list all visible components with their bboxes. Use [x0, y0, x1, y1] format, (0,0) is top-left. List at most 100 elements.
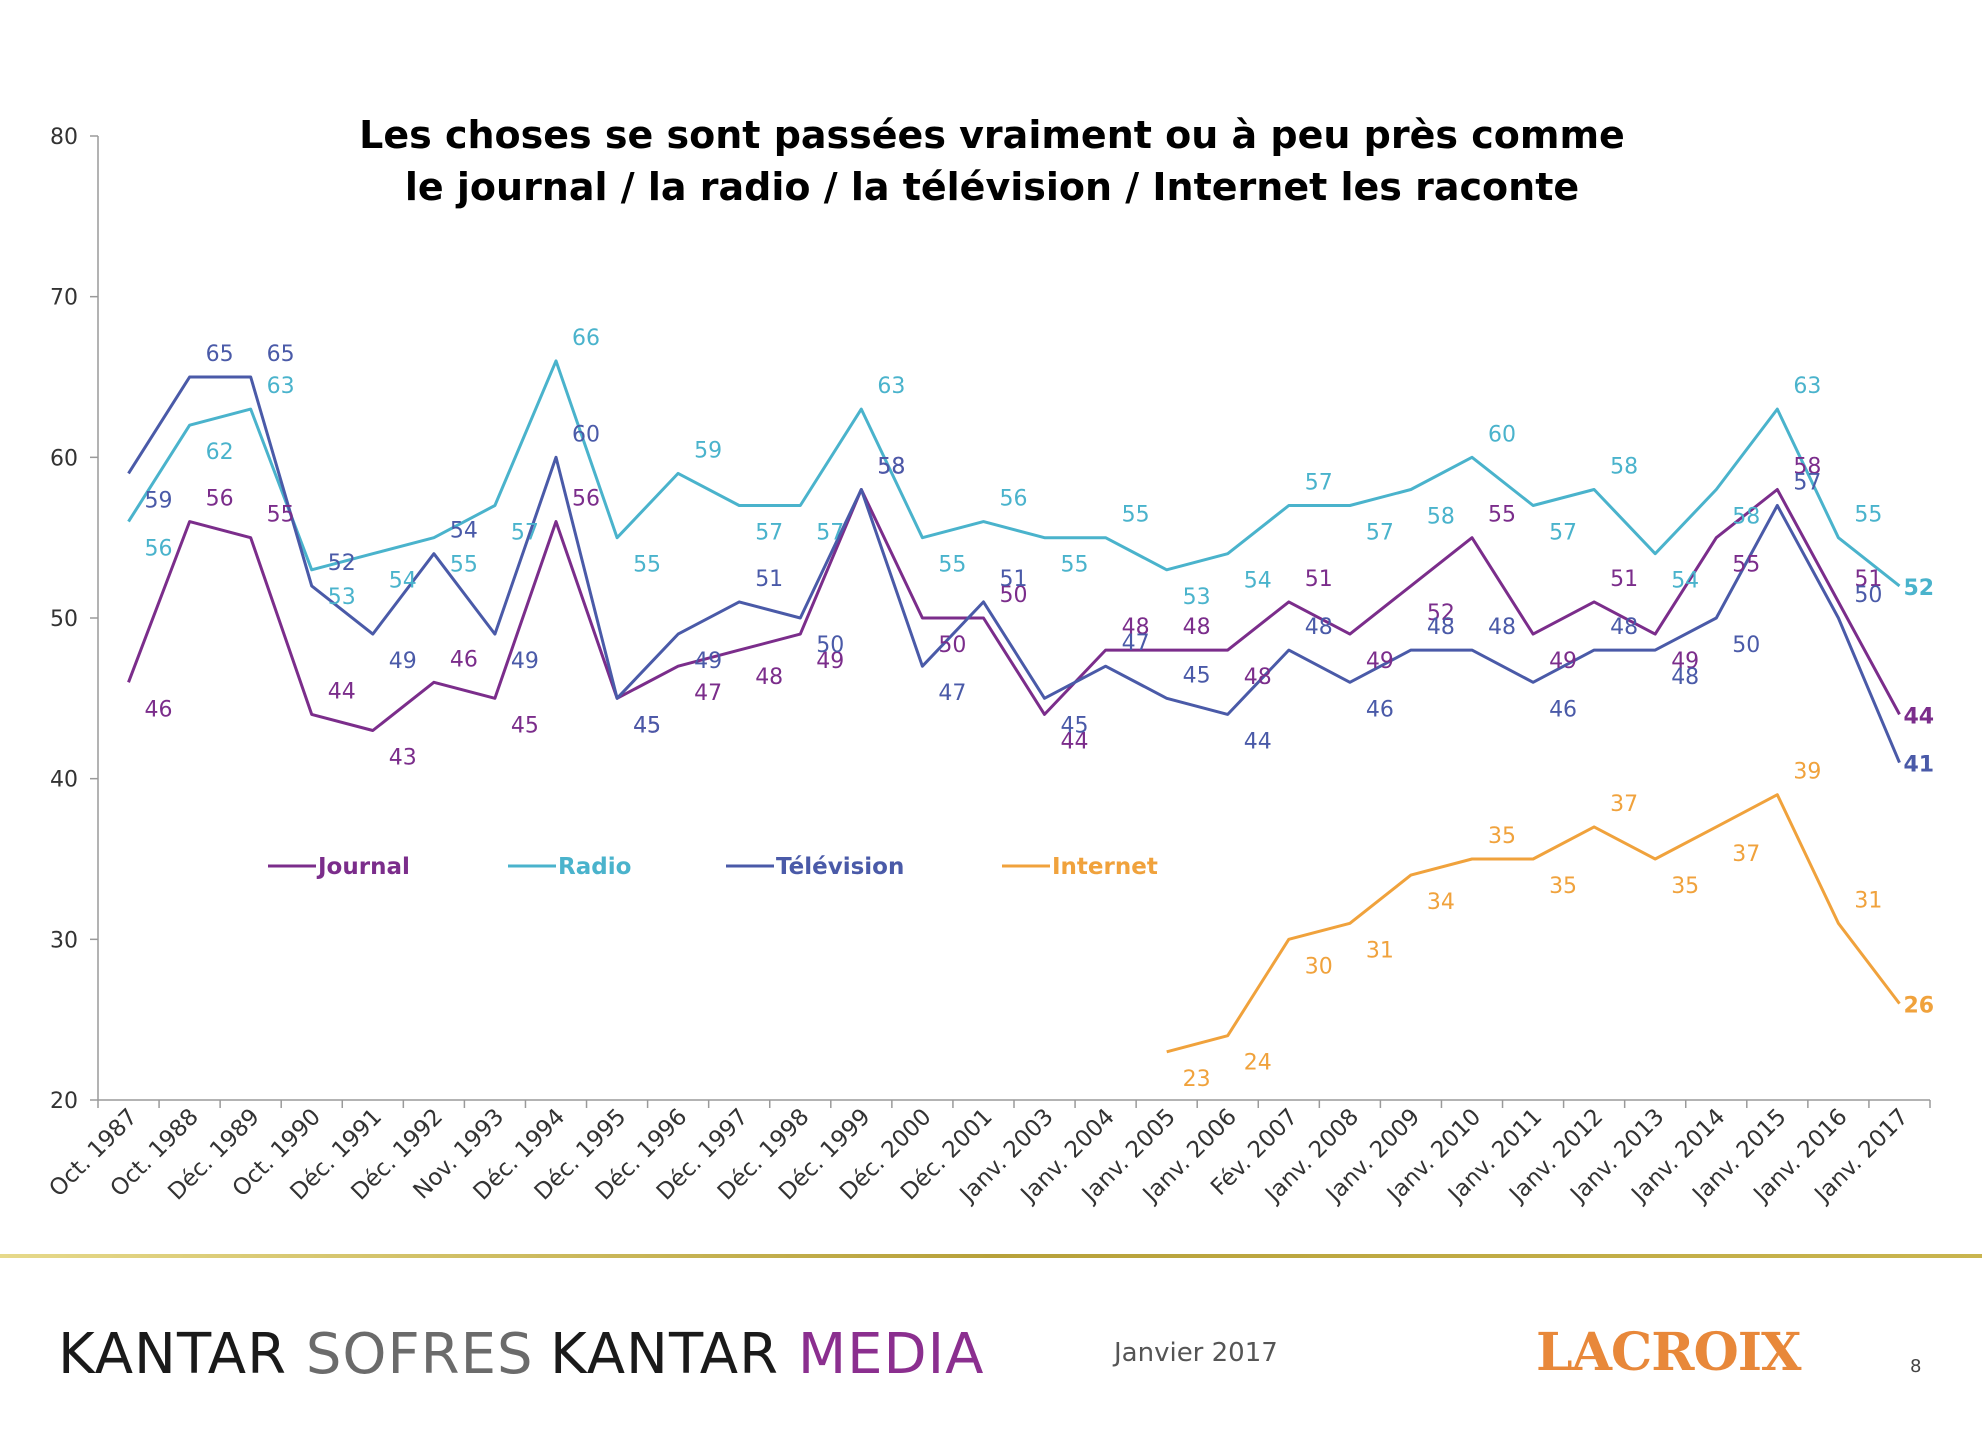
data-label-télévision: 46 — [1366, 697, 1394, 722]
data-label-journal: 49 — [1671, 649, 1699, 674]
kantar-media-logo: KANTAR MEDIA — [550, 1322, 985, 1387]
data-label-télévision: 54 — [450, 519, 478, 544]
data-label-radio: 53 — [1183, 585, 1211, 610]
data-label-radio: 55 — [633, 553, 661, 578]
data-label-télévision: 51 — [999, 567, 1027, 592]
data-label-journal: 48 — [1183, 615, 1211, 640]
legend-label-radio: Radio — [558, 854, 631, 880]
page-number: 8 — [1910, 1356, 1922, 1377]
data-label-journal: 48 — [755, 665, 783, 690]
data-label-internet: 31 — [1366, 938, 1394, 963]
data-label-internet: 39 — [1793, 760, 1821, 785]
series-line-télévision — [127, 375, 1901, 764]
data-label-radio: 57 — [1549, 521, 1577, 546]
data-label-journal: 51 — [1305, 567, 1333, 592]
data-label-radio: 57 — [511, 521, 539, 546]
data-label-internet: 35 — [1549, 874, 1577, 899]
data-label-télévision: 48 — [1610, 615, 1638, 640]
y-tick-label: 70 — [50, 286, 78, 311]
data-label-télévision: 47 — [938, 681, 966, 706]
line-chart: Les choses se sont passées vraiment ou à… — [45, 113, 1935, 1209]
data-label-radio: 59 — [694, 438, 722, 463]
data-label-radio: 63 — [267, 374, 295, 399]
data-label-radio: 53 — [328, 585, 356, 610]
data-label-télévision: 51 — [755, 567, 783, 592]
chart-title-line-2: le journal / la radio / la télévision / … — [405, 165, 1579, 209]
chart-legend: Journal Radio Télévision Internet — [268, 854, 1158, 880]
data-label-radio: 54 — [1244, 569, 1272, 594]
kantar-sofres-logo: KANTAR SOFRES — [58, 1322, 534, 1387]
data-label-radio: 55 — [450, 553, 478, 578]
data-label-journal: 49 — [1366, 649, 1394, 674]
data-label-journal: 58 — [1793, 454, 1821, 479]
chart-title-line-1: Les choses se sont passées vraiment ou à… — [359, 113, 1625, 157]
series-line-radio — [127, 359, 1901, 588]
data-label-journal: 49 — [816, 649, 844, 674]
data-label-radio: 57 — [755, 521, 783, 546]
data-label-journal: 55 — [1488, 503, 1516, 528]
data-label-télévision: 44 — [1244, 729, 1272, 754]
data-label-télévision: 49 — [511, 649, 539, 674]
data-label-télévision: 49 — [389, 649, 417, 674]
legend-label-internet: Internet — [1052, 854, 1158, 880]
data-label-journal: 46 — [450, 647, 478, 672]
data-label-journal: 55 — [267, 503, 295, 528]
data-label-télévision: 65 — [267, 342, 295, 367]
y-tick-label: 30 — [50, 928, 78, 953]
data-label-journal: 44 — [1903, 704, 1934, 729]
data-label-radio: 54 — [389, 569, 417, 594]
data-label-radio: 57 — [1366, 521, 1394, 546]
data-label-radio: 56 — [145, 537, 173, 562]
data-label-radio: 57 — [816, 521, 844, 546]
data-label-internet: 24 — [1244, 1051, 1272, 1076]
data-label-télévision: 45 — [633, 713, 661, 738]
data-label-radio: 56 — [999, 487, 1027, 512]
data-label-journal: 58 — [877, 454, 905, 479]
data-label-télévision: 47 — [1122, 631, 1150, 656]
data-label-radio: 54 — [1671, 569, 1699, 594]
data-label-internet: 35 — [1488, 824, 1516, 849]
data-label-télévision: 60 — [572, 422, 600, 447]
data-label-radio: 60 — [1488, 422, 1516, 447]
data-label-télévision: 65 — [206, 342, 234, 367]
data-label-radio: 63 — [1793, 374, 1821, 399]
data-label-radio: 57 — [1305, 471, 1333, 496]
data-label-journal: 44 — [1061, 729, 1089, 754]
data-label-télévision: 45 — [1061, 713, 1089, 738]
data-label-internet: 23 — [1183, 1067, 1211, 1092]
y-tick-label: 60 — [50, 446, 78, 471]
y-tick-label: 40 — [50, 768, 78, 793]
data-label-journal: 48 — [1122, 615, 1150, 640]
data-label-journal: 47 — [694, 681, 722, 706]
data-label-radio: 58 — [1427, 504, 1455, 529]
data-label-journal: 45 — [633, 713, 661, 738]
data-label-journal: 50 — [999, 583, 1027, 608]
data-label-télévision: 49 — [694, 649, 722, 674]
data-label-radio: 62 — [206, 440, 234, 465]
data-label-radio: 58 — [1732, 504, 1760, 529]
data-label-internet: 37 — [1610, 792, 1638, 817]
data-label-télévision: 46 — [1549, 697, 1577, 722]
footer-divider — [0, 1254, 1982, 1258]
data-label-télévision: 48 — [1671, 665, 1699, 690]
data-label-télévision: 48 — [1427, 615, 1455, 640]
data-label-journal: 55 — [1732, 553, 1760, 578]
y-tick-label: 50 — [50, 607, 78, 632]
data-label-radio: 55 — [1854, 503, 1882, 528]
legend-label-journal: Journal — [316, 854, 410, 880]
data-label-journal: 46 — [145, 697, 173, 722]
data-label-télévision: 50 — [816, 633, 844, 658]
data-label-télévision: 48 — [1305, 615, 1333, 640]
data-label-télévision: 41 — [1903, 753, 1934, 778]
data-label-radio: 55 — [938, 553, 966, 578]
data-label-télévision: 50 — [1732, 633, 1760, 658]
data-label-journal: 56 — [206, 487, 234, 512]
data-label-télévision: 59 — [145, 488, 173, 513]
y-tick-label: 80 — [50, 125, 78, 150]
data-label-télévision: 57 — [1793, 471, 1821, 496]
data-label-télévision: 58 — [877, 454, 905, 479]
data-label-télévision: 50 — [1854, 583, 1882, 608]
data-label-internet: 30 — [1305, 954, 1333, 979]
data-label-télévision: 52 — [328, 551, 356, 576]
data-label-internet: 35 — [1671, 874, 1699, 899]
